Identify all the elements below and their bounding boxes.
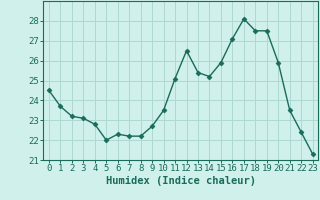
X-axis label: Humidex (Indice chaleur): Humidex (Indice chaleur)	[106, 176, 256, 186]
